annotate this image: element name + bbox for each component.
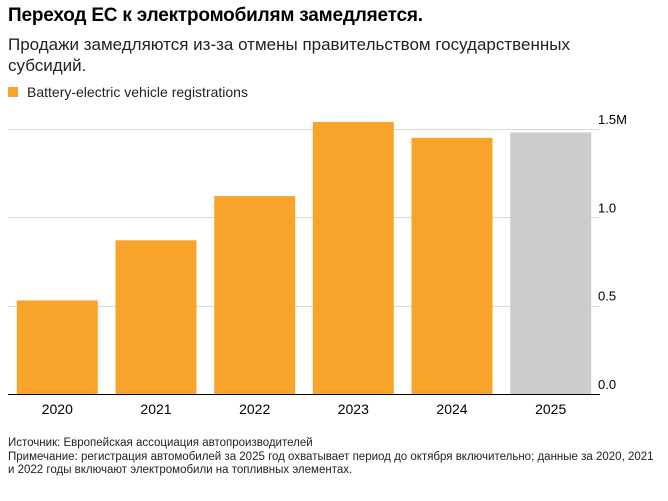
- bar-2022: [214, 196, 296, 394]
- bar-2025: [510, 132, 592, 394]
- x-tick-label: 2025: [535, 401, 566, 417]
- legend-swatch: [8, 87, 18, 97]
- chart-subtitle: Продажи замедляются из-за отмены правите…: [8, 35, 570, 75]
- x-tick-label: 2024: [436, 401, 467, 417]
- y-tick-label: 0.5: [598, 289, 616, 304]
- legend: Battery-electric vehicle registrations: [8, 84, 248, 100]
- legend-label: Battery-electric vehicle registrations: [27, 84, 248, 100]
- y-tick-label: 0.0: [598, 377, 616, 392]
- x-tick-label: 2023: [338, 401, 369, 417]
- x-tick-label: 2021: [140, 401, 171, 417]
- chart-footer: Источник: Европейская ассоциация автопро…: [8, 437, 658, 478]
- bar-2024: [411, 137, 493, 395]
- bar-2023: [312, 121, 394, 395]
- y-tick-label: 1.5M: [598, 112, 627, 127]
- x-tick-label: 2022: [239, 401, 270, 417]
- bar-2021: [115, 240, 197, 394]
- data-note: Примечание: регистрация автомобилей за 2…: [8, 450, 654, 477]
- x-tick-label: 2020: [42, 401, 73, 417]
- y-tick-label: 1.0: [598, 200, 616, 215]
- chart-title: Переход ЕС к электромобилям замедляется.: [8, 5, 423, 26]
- source-note: Источник: Европейская ассоциация автопро…: [8, 437, 313, 449]
- bar-2020: [16, 300, 98, 394]
